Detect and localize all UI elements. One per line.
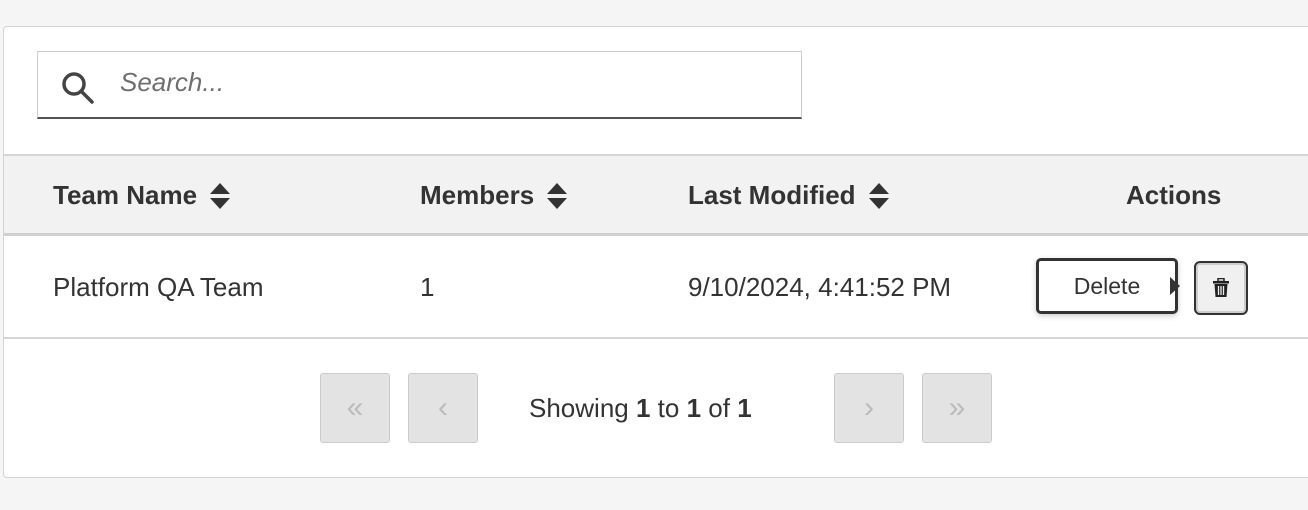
table-row: Platform QA Team 1 9/10/2024, 4:41:52 PM… [4, 236, 1308, 339]
sort-icon [210, 182, 231, 209]
column-actions: Actions [1126, 180, 1221, 211]
sort-icon [547, 182, 568, 209]
column-label: Last Modified [688, 180, 856, 210]
delete-tooltip: Delete [1036, 258, 1180, 314]
search-icon [62, 72, 94, 104]
table-header: Team Name Members Last Modified Actions [4, 154, 1308, 236]
of-label: of [708, 393, 730, 423]
prev-page-button[interactable]: ‹ [408, 373, 478, 443]
team-name-cell: Platform QA Team [53, 272, 264, 302]
column-members[interactable]: Members [420, 180, 568, 211]
members-cell: 1 [420, 272, 435, 302]
last-page-button[interactable]: » [922, 373, 992, 443]
trash-icon [1213, 278, 1229, 297]
to-label: to [657, 393, 680, 423]
delete-button[interactable] [1194, 261, 1248, 315]
tooltip-text: Delete [1073, 272, 1141, 299]
column-label: Actions [1126, 180, 1222, 210]
to-value: 1 [686, 393, 702, 423]
search-input[interactable] [118, 66, 722, 99]
column-last-modified[interactable]: Last Modified [688, 180, 890, 211]
from-value: 1 [635, 393, 651, 423]
next-page-button[interactable]: › [834, 373, 904, 443]
teams-card: Team Name Members Last Modified Actions … [3, 26, 1308, 478]
total-value: 1 [737, 393, 752, 423]
showing-label: Showing [529, 393, 629, 423]
pagination-status: Showing 1 to 1 of 1 [529, 393, 752, 424]
column-label: Team Name [53, 180, 198, 210]
search-field[interactable] [37, 51, 802, 119]
column-label: Members [420, 180, 535, 210]
first-page-button[interactable]: « [320, 373, 390, 443]
column-team-name[interactable]: Team Name [53, 180, 231, 211]
last-modified-cell: 9/10/2024, 4:41:52 PM [688, 272, 952, 302]
sort-icon [868, 182, 889, 209]
